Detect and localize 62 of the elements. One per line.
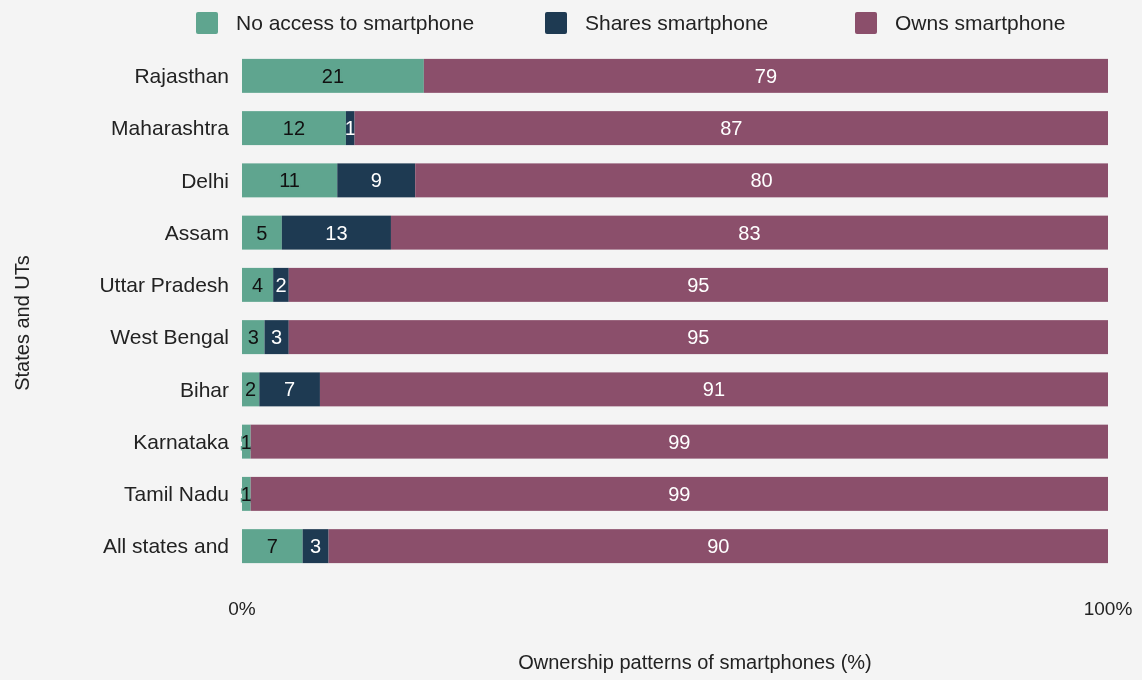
bar [390, 215, 1108, 250]
data-label: 3 [247, 326, 259, 349]
y-tick-label: Uttar Pradesh [99, 273, 229, 297]
y-tick-label: Rajasthan [134, 64, 229, 88]
bar [242, 163, 338, 198]
y-tick-label: All states and [102, 534, 229, 558]
data-label: 4 [252, 273, 264, 296]
bar [302, 529, 329, 564]
data-label: 12 [282, 117, 306, 140]
data-label: 2 [245, 378, 257, 401]
data-label: 13 [325, 221, 348, 244]
data-label: 3 [271, 326, 283, 349]
bar [319, 372, 1108, 407]
legend-label: Owns smartphone [895, 11, 1066, 35]
legend-label: No access to smartphone [236, 11, 475, 35]
y-axis-title: States and UTs [11, 255, 33, 391]
bar [337, 163, 416, 198]
bar [423, 58, 1108, 93]
bar [288, 320, 1108, 355]
bar [328, 529, 1108, 564]
data-label: 95 [687, 326, 710, 349]
bar [242, 111, 346, 146]
y-tick-label: Delhi [181, 168, 229, 192]
x-axis-title: Ownership patterns of smartphones (%) [518, 651, 872, 673]
data-label: 90 [707, 535, 730, 558]
bar [250, 476, 1108, 511]
data-label: 1 [240, 430, 252, 453]
legend-label: Shares smartphone [585, 11, 769, 35]
data-label: 91 [702, 378, 726, 401]
y-tick-label: West Bengal [110, 325, 229, 349]
bar [415, 163, 1108, 198]
bar [242, 58, 424, 93]
bar [259, 372, 320, 407]
data-label: 11 [279, 169, 301, 192]
data-label: 7 [284, 378, 296, 401]
y-tick-label: Bihar [179, 377, 229, 401]
data-label: 1 [240, 482, 252, 505]
data-label: 79 [754, 64, 778, 87]
bar [250, 424, 1108, 459]
x-tick-label: 0% [228, 597, 256, 619]
y-tick-label: Karnataka [133, 429, 230, 453]
data-label: 99 [668, 482, 691, 505]
data-label: 3 [310, 535, 322, 558]
data-label: 5 [256, 221, 268, 244]
data-label: 87 [720, 117, 743, 140]
bar [281, 215, 391, 250]
data-label: 21 [321, 64, 345, 87]
y-tick-label: Tamil Nadu [123, 482, 229, 506]
data-label: 2 [275, 273, 287, 296]
y-tick-label: Maharashtra [111, 116, 230, 140]
bar [354, 111, 1108, 146]
data-label: 95 [687, 273, 710, 296]
data-label: 9 [370, 169, 382, 192]
data-label: 7 [266, 535, 278, 558]
data-label: 1 [344, 117, 356, 140]
data-label: 80 [750, 169, 773, 192]
x-tick-label: 100% [1083, 597, 1133, 619]
bar [242, 529, 303, 564]
y-tick-label: Assam [164, 220, 229, 244]
data-label: 99 [668, 430, 691, 453]
bar [288, 267, 1108, 302]
data-label: 83 [738, 221, 761, 244]
